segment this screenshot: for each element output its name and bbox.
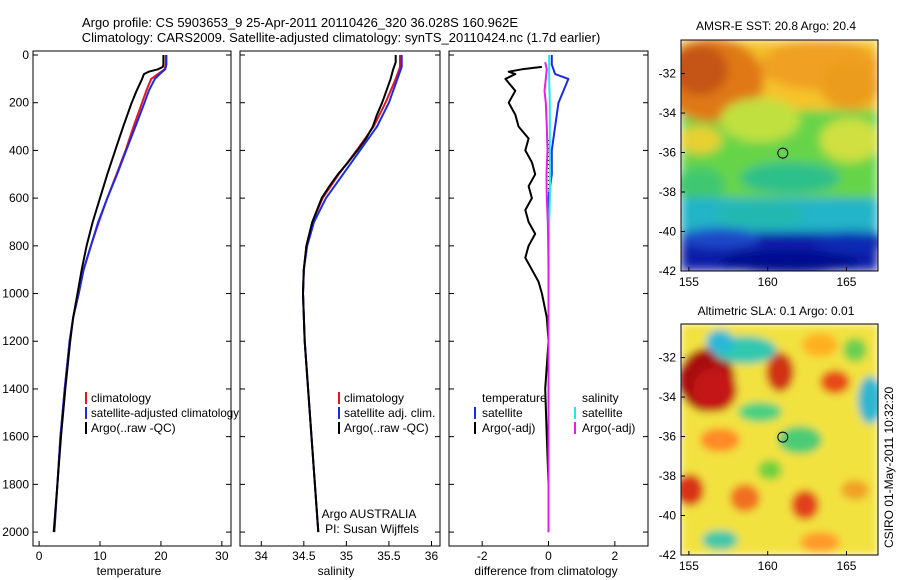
sst-map-title: AMSR-E SST: 20.8 Argo: 20.4 [696,19,856,33]
map-y-tick-label: -36 [659,430,677,444]
figure-title-line2: Climatology: CARS2009. Satellite-adjuste… [82,30,601,45]
salinity-axes [239,50,441,547]
map-x-tick-label: 165 [836,275,856,289]
x-tick-label: 34 [255,549,269,563]
difference-xlabel: difference from climatology [474,564,617,578]
sla-map-title: Altimetric SLA: 0.1 Argo: 0.01 [698,304,855,318]
temperature-legend: climatology satellite-adjusted climatolo… [85,391,239,435]
map-y-tick-label: -32 [659,351,677,365]
x-tick-label: 20 [154,549,168,563]
temperature-xlabel: temperature [97,564,162,578]
map-x-tick-label: 165 [836,559,856,573]
legend-label-climatology: climatology [91,391,151,405]
map-y-tick-label: -32 [659,67,677,81]
map-y-tick-label: -42 [659,264,677,278]
legend-label-temp-argo: Argo(-adj) [482,421,535,435]
y-tick-label: 800 [9,239,29,253]
sla-map-field [681,324,878,555]
legend-group-temperature: temperature [482,391,547,405]
y-tick-label: 1600 [2,430,29,444]
legend-label-temp-satellite: satellite [482,406,523,420]
sla-map-frame [680,323,879,556]
y-tick-label: 1200 [2,334,29,348]
legend-label-climatology: climatology [344,391,404,405]
map-x-tick-label: 155 [679,559,699,573]
x-tick-label: 35 [340,549,354,563]
sla-map-ticks: 155 160 165 -32 -34 -36 -38 -40 -42 [659,351,857,573]
map-x-tick-label: 160 [758,559,778,573]
y-tick-label: 600 [9,191,29,205]
map-y-tick-label: -38 [659,185,677,199]
map-y-tick-label: -42 [659,548,677,562]
x-tick-label: 10 [93,549,107,563]
x-tick-label: 0 [36,549,43,563]
map-y-tick-label: -40 [659,225,677,239]
x-tick-label: -2 [477,549,488,563]
y-tick-label: 400 [9,143,29,157]
credit-label: CSIRO 01-May-2011 10:32:20 [882,386,896,548]
map-x-tick-label: 160 [758,275,778,289]
sst-map-ticks: 155 160 165 -32 -34 -36 -38 -40 -42 [659,67,857,289]
y-tick-label: 200 [9,96,29,110]
argo-position-marker [777,431,789,443]
salinity-xlabel: salinity [318,564,355,578]
float-program-label: Argo AUSTRALIA [322,507,417,521]
salinity-legend: climatology satellite adj. clim. Argo(..… [322,391,436,536]
figure-title-line1: Argo profile: CS 5903653_9 25-Apr-2011 2… [82,15,518,30]
argo-position-marker [777,147,789,159]
sst-map-frame [680,39,879,272]
series-line-salinity-2 [302,55,397,533]
x-tick-label: 34.5 [292,549,316,563]
map-y-tick-label: -34 [659,106,677,120]
legend-label-sal-satellite: satellite [582,406,623,420]
temperature-axes [32,50,232,547]
axis-ticks: 0 10 20 30020040060080010001200140016001800… [2,48,648,563]
profile-series [52,55,570,533]
difference-legend: temperature satellite Argo(-adj) salinit… [474,391,635,435]
y-tick-label: 2000 [2,525,29,539]
legend-label-argo: Argo(..raw -QC) [344,421,429,435]
legend-group-salinity: salinity [582,391,619,405]
sst-map-field [681,40,878,271]
legend-label-argo: Argo(..raw -QC) [91,421,176,435]
legend-label-satellite: satellite-adjusted climatology [91,406,239,420]
x-tick-label: 30 [215,549,229,563]
y-tick-label: 1800 [2,477,29,491]
y-tick-label: 1400 [2,382,29,396]
series-line-difference-0 [504,65,550,533]
map-y-tick-label: -38 [659,469,677,483]
map-y-tick-label: -40 [659,509,677,523]
legend-label-sal-argo: Argo(-adj) [582,421,635,435]
y-tick-label: 1000 [2,287,29,301]
legend-label-satellite: satellite adj. clim. [344,406,435,420]
x-tick-label: 2 [611,549,618,563]
x-tick-label: 0 [545,549,552,563]
x-tick-label: 36 [425,549,439,563]
series-line-temperature-2 [52,55,165,533]
y-tick-label: 0 [22,48,29,62]
map-x-tick-label: 155 [679,275,699,289]
map-y-tick-label: -36 [659,146,677,160]
series-line-difference-3 [543,61,550,533]
x-tick-label: 35.5 [377,549,401,563]
float-pi-label: PI: Susan Wijffels [325,522,419,536]
map-y-tick-label: -34 [659,390,677,404]
